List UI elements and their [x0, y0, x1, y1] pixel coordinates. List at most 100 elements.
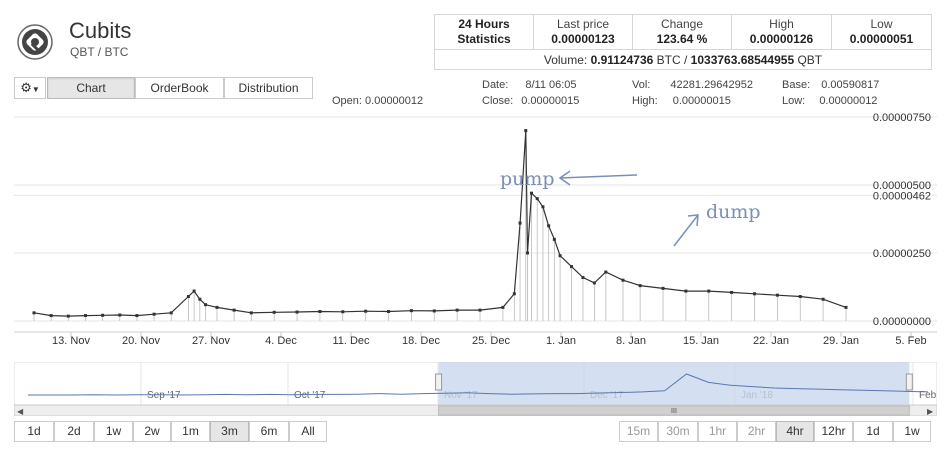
tab-orderbook[interactable]: OrderBook [135, 77, 224, 99]
x-tick-label: 8. Jan [616, 335, 646, 344]
candle [753, 292, 757, 296]
candle [821, 297, 825, 301]
range-button-2d[interactable]: 2d [54, 421, 94, 442]
candle [844, 305, 848, 309]
candle [135, 314, 139, 318]
range-button-1m[interactable]: 1m [171, 421, 210, 442]
candle [152, 312, 156, 316]
candle [32, 311, 36, 315]
gear-icon: ⚙ [20, 80, 32, 95]
navigator-label: Sep '17 [147, 390, 181, 401]
candle [524, 129, 528, 133]
navigator-handle-left[interactable] [435, 373, 443, 391]
x-tick-label: 18. Dec [402, 335, 440, 344]
candle [186, 295, 190, 299]
candle [707, 289, 711, 293]
x-tick-label: 11. Dec [332, 335, 370, 344]
candle [192, 289, 196, 293]
y-tick-label: 0.00000000 [873, 316, 931, 328]
candle [558, 254, 562, 258]
x-tick-label: 15. Jan [683, 335, 719, 344]
candle [547, 224, 551, 228]
pump-annotation: pump [500, 168, 555, 190]
candle [661, 286, 665, 290]
range-button-2w[interactable]: 2w [133, 421, 171, 442]
range-button-3m[interactable]: 3m [210, 421, 249, 442]
dump-annotation: dump [706, 201, 761, 223]
price-series-line [33, 130, 847, 317]
interval-button-30m[interactable]: 30m [658, 421, 698, 442]
scroll-right-arrow-icon[interactable]: ▶ [927, 407, 934, 416]
interval-button-1w[interactable]: 1w [893, 421, 931, 442]
change-cell: Change 123.64 % [633, 15, 732, 49]
scroll-left-arrow-icon[interactable]: ◀ [17, 407, 24, 416]
ohlc-vol: Vol: 42281.29642952 [632, 79, 754, 91]
interval-button-15m[interactable]: 15m [619, 421, 658, 442]
candle [101, 313, 105, 317]
y-tick-label: 0.00000750 [873, 112, 931, 124]
ohlc-low: Low: 0.00000012 [782, 95, 878, 107]
y-tick-label: 0.00000250 [873, 248, 931, 260]
x-tick-label: 25. Dec [472, 335, 510, 344]
candle [525, 251, 529, 255]
candle [621, 278, 625, 282]
candle [552, 237, 556, 241]
range-button-1w[interactable]: 1w [94, 421, 133, 442]
range-button-6m[interactable]: 6m [249, 421, 289, 442]
candle [66, 314, 70, 318]
candle [638, 284, 642, 288]
low-cell: Low 0.00000051 [832, 15, 932, 49]
candle [364, 309, 368, 313]
range-button-All[interactable]: All [289, 421, 327, 442]
interval-button-1d[interactable]: 1d [853, 421, 893, 442]
pump-arrow-icon [558, 170, 638, 186]
range-button-1d[interactable]: 1d [14, 421, 54, 442]
cubits-logo-icon [17, 24, 53, 60]
x-tick-label: 4. Dec [265, 335, 297, 344]
x-tick-label: 13. Nov [52, 335, 90, 344]
x-tick-label: 29. Jan [823, 335, 859, 344]
candle [409, 309, 413, 313]
candle [249, 311, 253, 315]
candle [295, 310, 299, 314]
navigator-label: Oct '17 [294, 390, 326, 401]
interval-button-2hr[interactable]: 2hr [737, 421, 776, 442]
candle [232, 308, 236, 312]
interval-button-1hr[interactable]: 1hr [698, 421, 737, 442]
candle [478, 308, 482, 312]
navigator-label: Feb [919, 390, 937, 401]
candle [512, 292, 516, 296]
candle [529, 191, 533, 195]
interval-button-4hr[interactable]: 4hr [776, 421, 814, 442]
ohlc-high: High: 0.00000015 [632, 95, 731, 107]
coin-pair: QBT / BTC [70, 45, 129, 59]
x-tick-label: 5. Feb [895, 335, 926, 344]
tab-distribution[interactable]: Distribution [224, 77, 313, 99]
interval-button-12hr[interactable]: 12hr [814, 421, 853, 442]
candle [570, 265, 574, 269]
candle [204, 303, 208, 307]
candle [83, 314, 87, 318]
candle [432, 309, 436, 313]
candle [581, 275, 585, 279]
x-tick-label: 22. Jan [753, 335, 789, 344]
candle [684, 289, 688, 293]
candle [798, 295, 802, 299]
x-tick-label: 1. Jan [546, 335, 576, 344]
candle [272, 310, 276, 314]
tab-chart[interactable]: Chart [47, 77, 135, 99]
candle [518, 221, 522, 225]
x-tick-label: 20. Nov [122, 335, 160, 344]
navigator-handle-right[interactable] [905, 373, 913, 391]
candle [535, 197, 539, 201]
candle [118, 313, 122, 317]
candle [198, 297, 202, 301]
settings-dropdown-button[interactable]: ⚙▼ [14, 77, 46, 99]
ohlc-open: Open: 0.00000012 [332, 95, 424, 107]
candle [318, 309, 322, 313]
candle [730, 290, 734, 294]
ohlc-date: Date: 8/11 06:05 [482, 79, 577, 91]
candle [215, 305, 219, 309]
